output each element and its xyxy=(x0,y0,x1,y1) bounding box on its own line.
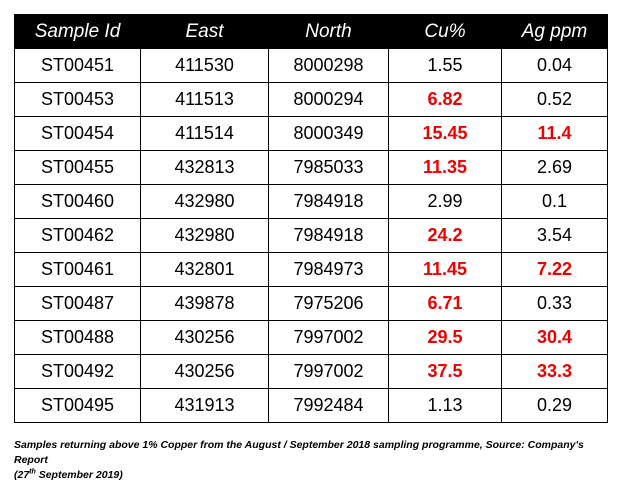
cu-percent-cell: 6.82 xyxy=(388,82,502,117)
samples-table: Sample Id East North Cu% Ag ppm ST00451 4… xyxy=(14,14,608,423)
ag-ppm-cell: 2.69 xyxy=(501,150,608,185)
caption-ordinal-suffix: th xyxy=(29,468,36,476)
header-east: East xyxy=(140,14,269,49)
sample-id-cell: ST00495 xyxy=(14,388,141,423)
sample-id-cell: ST00462 xyxy=(14,218,141,253)
east-cell: 432813 xyxy=(140,150,269,185)
east-cell: 430256 xyxy=(140,354,269,389)
north-cell: 7997002 xyxy=(268,320,389,355)
header-cu-percent: Cu% xyxy=(388,14,502,49)
samples-table-container: Sample Id East North Cu% Ag ppm ST00451 4… xyxy=(14,14,608,423)
ag-ppm-cell: 11.4 xyxy=(501,116,608,151)
sample-id-cell: ST00488 xyxy=(14,320,141,355)
sample-id-cell: ST00451 xyxy=(14,48,141,83)
ag-ppm-cell: 0.04 xyxy=(501,48,608,83)
sample-id-cell: ST00455 xyxy=(14,150,141,185)
north-cell: 7984918 xyxy=(268,218,389,253)
cu-percent-cell: 6.71 xyxy=(388,286,502,321)
cu-percent-cell: 1.13 xyxy=(388,388,502,423)
east-cell: 411513 xyxy=(140,82,269,117)
east-cell: 432801 xyxy=(140,252,269,287)
north-cell: 7985033 xyxy=(268,150,389,185)
table-row: ST00488 430256 7997002 29.5 30.4 xyxy=(14,320,608,355)
header-north: North xyxy=(268,14,389,49)
east-cell: 432980 xyxy=(140,218,269,253)
table-row: ST00492 430256 7997002 37.5 33.3 xyxy=(14,354,608,389)
north-cell: 7992484 xyxy=(268,388,389,423)
sample-id-cell: ST00461 xyxy=(14,252,141,287)
ag-ppm-cell: 0.52 xyxy=(501,82,608,117)
cu-percent-cell: 37.5 xyxy=(388,354,502,389)
ag-ppm-cell: 3.54 xyxy=(501,218,608,253)
header-sample-id: Sample Id xyxy=(14,14,141,49)
east-cell: 439878 xyxy=(140,286,269,321)
caption-line-2-start: (27 xyxy=(14,469,30,481)
cu-percent-cell: 29.5 xyxy=(388,320,502,355)
north-cell: 8000298 xyxy=(268,48,389,83)
north-cell: 7984973 xyxy=(268,252,389,287)
cu-percent-cell: 15.45 xyxy=(388,116,502,151)
ag-ppm-cell: 0.1 xyxy=(501,184,608,219)
east-cell: 431913 xyxy=(140,388,269,423)
ag-ppm-cell: 33.3 xyxy=(501,354,608,389)
cu-percent-cell: 2.99 xyxy=(388,184,502,219)
cu-percent-cell: 11.45 xyxy=(388,252,502,287)
north-cell: 8000349 xyxy=(268,116,389,151)
east-cell: 432980 xyxy=(140,184,269,219)
sample-id-cell: ST00454 xyxy=(14,116,141,151)
cu-percent-cell: 11.35 xyxy=(388,150,502,185)
table-row: ST00487 439878 7975206 6.71 0.33 xyxy=(14,286,608,321)
ag-ppm-cell: 0.29 xyxy=(501,388,608,423)
table-row: ST00462 432980 7984918 24.2 3.54 xyxy=(14,218,608,253)
caption-line-1: Samples returning above 1% Copper from t… xyxy=(14,439,584,466)
east-cell: 411514 xyxy=(140,116,269,151)
north-cell: 7975206 xyxy=(268,286,389,321)
table-row: ST00451 411530 8000298 1.55 0.04 xyxy=(14,48,608,83)
cu-percent-cell: 24.2 xyxy=(388,218,502,253)
north-cell: 8000294 xyxy=(268,82,389,117)
north-cell: 7984918 xyxy=(268,184,389,219)
table-row: ST00453 411513 8000294 6.82 0.52 xyxy=(14,82,608,117)
sample-id-cell: ST00492 xyxy=(14,354,141,389)
sample-id-cell: ST00487 xyxy=(14,286,141,321)
table-row: ST00460 432980 7984918 2.99 0.1 xyxy=(14,184,608,219)
table-row: ST00495 431913 7992484 1.13 0.29 xyxy=(14,388,608,423)
header-ag-ppm: Ag ppm xyxy=(501,14,608,49)
table-row: ST00461 432801 7984973 11.45 7.22 xyxy=(14,252,608,287)
north-cell: 7997002 xyxy=(268,354,389,389)
caption-line-2-end: September 2019) xyxy=(35,469,123,481)
east-cell: 430256 xyxy=(140,320,269,355)
ag-ppm-cell: 7.22 xyxy=(501,252,608,287)
cu-percent-cell: 1.55 xyxy=(388,48,502,83)
caption-line-2: (27th September 2019) xyxy=(14,468,614,483)
table-body: ST00451 411530 8000298 1.55 0.04 ST00453 41151… xyxy=(14,48,608,423)
ag-ppm-cell: 30.4 xyxy=(501,320,608,355)
table-header-row: Sample Id East North Cu% Ag ppm xyxy=(14,14,608,49)
ag-ppm-cell: 0.33 xyxy=(501,286,608,321)
table-row: ST00454 411514 8000349 15.45 11.4 xyxy=(14,116,608,151)
east-cell: 411530 xyxy=(140,48,269,83)
sample-id-cell: ST00453 xyxy=(14,82,141,117)
sample-id-cell: ST00460 xyxy=(14,184,141,219)
table-caption: Samples returning above 1% Copper from t… xyxy=(14,438,614,483)
table-row: ST00455 432813 7985033 11.35 2.69 xyxy=(14,150,608,185)
